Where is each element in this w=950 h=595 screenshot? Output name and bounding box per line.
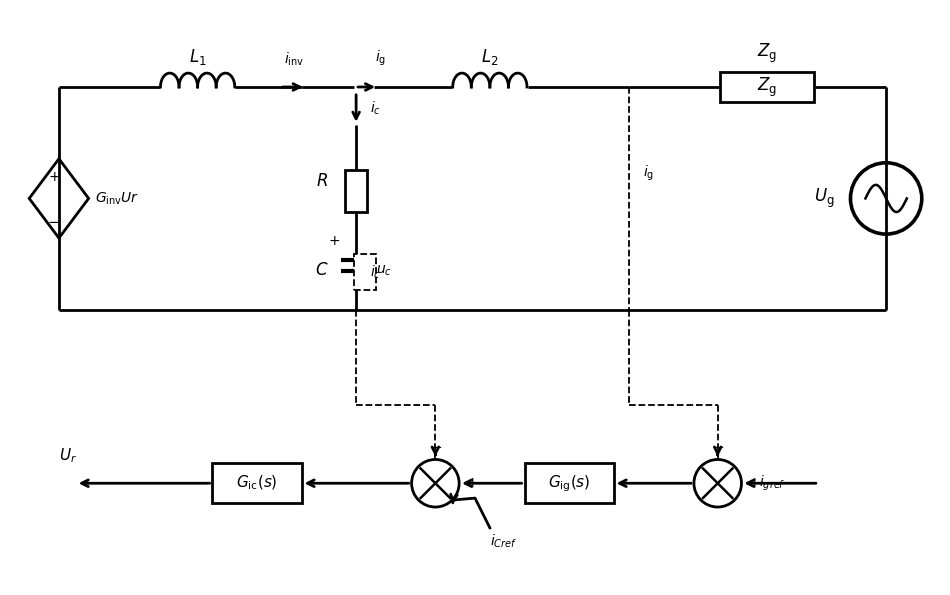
- Text: $+$: $+$: [749, 476, 761, 490]
- Bar: [345, 170, 367, 212]
- Text: $R$: $R$: [316, 172, 329, 190]
- Text: $i_c$: $i_c$: [370, 264, 381, 281]
- Bar: [524, 464, 614, 503]
- Text: $-$: $-$: [48, 213, 61, 228]
- Text: $L_2$: $L_2$: [481, 47, 499, 67]
- Text: $G_{\mathrm{inv}}Ur$: $G_{\mathrm{inv}}Ur$: [95, 190, 139, 206]
- Text: $G_{\mathrm{ig}}(s)$: $G_{\mathrm{ig}}(s)$: [548, 473, 590, 493]
- Text: $i_{\mathrm{g}}$: $i_{\mathrm{g}}$: [375, 49, 387, 68]
- Text: $u_c$: $u_c$: [376, 264, 392, 278]
- Text: $i_{\mathrm{g}}$: $i_{\mathrm{g}}$: [643, 164, 655, 183]
- Text: $i_{\mathrm{inv}}$: $i_{\mathrm{inv}}$: [284, 51, 304, 68]
- Text: $i_{Cref}$: $i_{Cref}$: [490, 533, 517, 550]
- Text: $i_{gref}$: $i_{gref}$: [759, 474, 786, 493]
- Text: $i_c$: $i_c$: [370, 100, 381, 117]
- Text: $G_{\mathrm{ic}}(s)$: $G_{\mathrm{ic}}(s)$: [237, 474, 277, 493]
- Text: $U_{\mathrm{g}}$: $U_{\mathrm{g}}$: [814, 187, 835, 210]
- Bar: [720, 72, 814, 102]
- Text: $+$: $+$: [466, 476, 478, 490]
- Text: $-$: $-$: [428, 437, 442, 453]
- Text: $C$: $C$: [314, 261, 329, 279]
- Text: $-$: $-$: [712, 437, 724, 453]
- Text: $+$: $+$: [48, 170, 60, 184]
- Text: $+$: $+$: [329, 233, 340, 248]
- Text: $U_r$: $U_r$: [59, 447, 77, 465]
- Text: $L_1$: $L_1$: [189, 47, 206, 67]
- Text: $Z_{\mathrm{g}}$: $Z_{\mathrm{g}}$: [757, 76, 777, 99]
- Bar: [354, 255, 376, 290]
- Bar: [213, 464, 302, 503]
- Text: $Z_{\mathrm{g}}$: $Z_{\mathrm{g}}$: [757, 42, 777, 65]
